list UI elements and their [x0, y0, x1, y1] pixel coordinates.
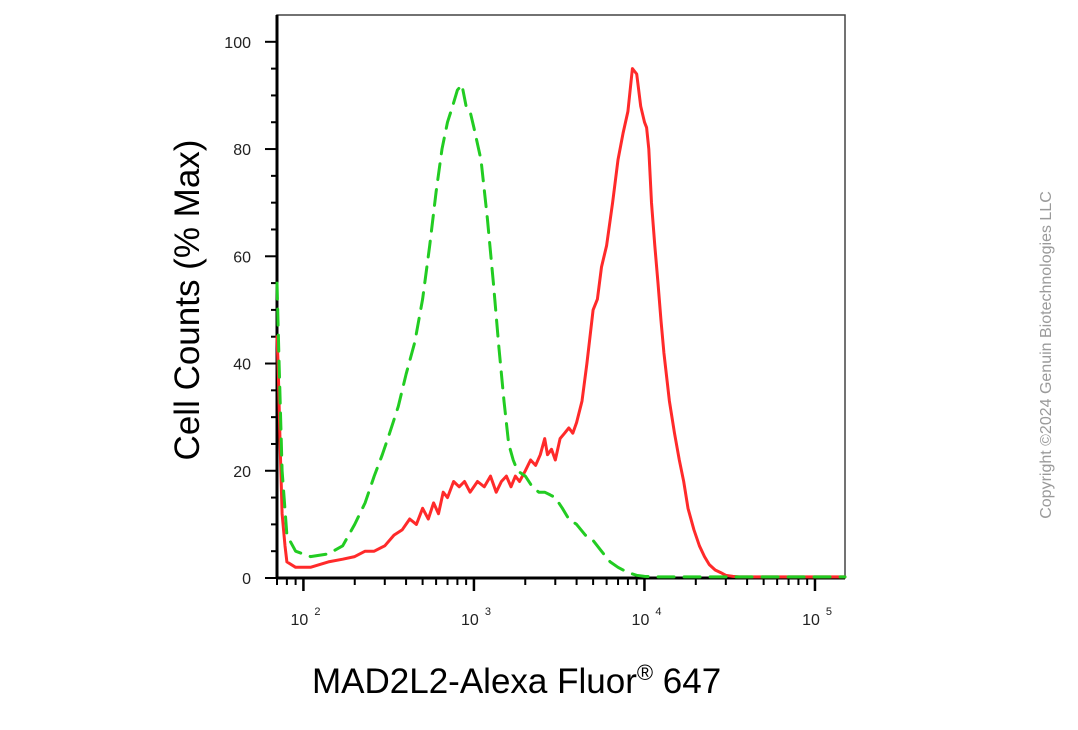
y-tick-label: 0 — [242, 571, 251, 588]
x-axis-title-registered: ® — [637, 660, 653, 685]
plot-frame — [276, 14, 846, 579]
y-tick-label: 20 — [233, 464, 251, 481]
y-tick-label: 40 — [233, 357, 251, 374]
y-tick-label: 80 — [233, 142, 251, 159]
x-tick-exponent: 5 — [826, 606, 832, 618]
x-tick-label: 10 — [461, 612, 479, 629]
x-tick-label: 10 — [632, 612, 650, 629]
sample-histogram-line — [275, 67, 847, 579]
x-tick-exponent: 3 — [485, 606, 491, 618]
y-tick-label: 100 — [224, 35, 251, 52]
x-axis-title-suffix: 647 — [653, 662, 721, 701]
y-tick-label: 60 — [233, 249, 251, 266]
y-axis-title: Cell Counts (% Max) — [168, 140, 207, 461]
x-axis-title: MAD2L2-Alexa Fluor® 647 — [312, 660, 721, 701]
x-tick-label: 10 — [802, 612, 820, 629]
copyright-watermark: Copyright ©2024 Genuin Biotechnologies L… — [1038, 191, 1055, 519]
x-axis-title-main: MAD2L2-Alexa Fluor — [312, 662, 637, 701]
x-tick-label: 10 — [291, 612, 309, 629]
x-tick-exponent: 2 — [314, 606, 320, 618]
control-histogram-line — [275, 83, 847, 579]
x-tick-exponent: 4 — [655, 606, 661, 618]
